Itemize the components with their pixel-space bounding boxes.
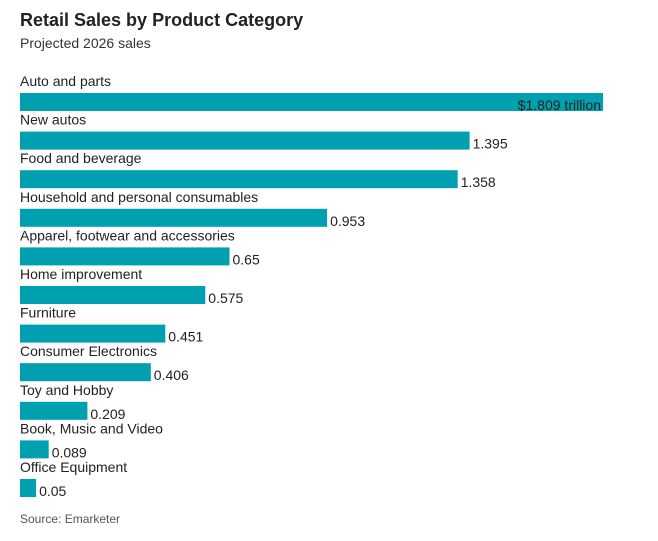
category-label-food-and-beverage: Food and beverage bbox=[20, 150, 142, 166]
bar-furniture bbox=[20, 324, 166, 343]
value-label-auto-and-parts: $1.809 trillion bbox=[518, 97, 601, 113]
category-label-book-music-and-video: Book, Music and Video bbox=[20, 420, 163, 436]
value-label-new-autos: 1.395 bbox=[473, 136, 508, 152]
category-label-home-improvement: Home improvement bbox=[20, 266, 142, 282]
category-label-apparel-footwear-and-accessories: Apparel, footwear and accessories bbox=[20, 227, 235, 243]
value-label-apparel-footwear-and-accessories: 0.65 bbox=[233, 251, 260, 267]
bar-food-and-beverage bbox=[20, 170, 458, 189]
chart-subtitle: Projected 2026 sales bbox=[20, 35, 151, 51]
value-label-home-improvement: 0.575 bbox=[208, 290, 243, 306]
value-label-food-and-beverage: 1.358 bbox=[461, 174, 496, 190]
chart-title: Retail Sales by Product Category bbox=[20, 10, 304, 30]
category-label-household-and-personal-consumables: Household and personal consumables bbox=[20, 189, 258, 205]
category-label-furniture: Furniture bbox=[20, 305, 76, 321]
bar-toy-and-hobby bbox=[20, 401, 88, 420]
category-label-auto-and-parts: Auto and parts bbox=[20, 73, 111, 89]
bar-auto-and-parts bbox=[20, 93, 603, 111]
category-label-toy-and-hobby: Toy and Hobby bbox=[20, 382, 113, 398]
value-label-toy-and-hobby: 0.209 bbox=[90, 406, 125, 422]
value-label-household-and-personal-consumables: 0.953 bbox=[330, 213, 365, 229]
bar-book-music-and-video bbox=[20, 440, 49, 459]
bar-apparel-footwear-and-accessories bbox=[20, 247, 230, 266]
bar-new-autos bbox=[20, 131, 470, 150]
value-label-book-music-and-video: 0.089 bbox=[52, 444, 87, 460]
category-label-new-autos: New autos bbox=[20, 112, 86, 128]
category-label-consumer-electronics: Consumer Electronics bbox=[20, 343, 157, 359]
source-note: Source: Emarketer bbox=[20, 512, 121, 526]
bar-office-equipment bbox=[20, 479, 37, 497]
bar-household-and-personal-consumables bbox=[20, 208, 328, 227]
value-label-consumer-electronics: 0.406 bbox=[154, 367, 189, 383]
value-label-furniture: 0.451 bbox=[168, 329, 203, 345]
bar-consumer-electronics bbox=[20, 363, 151, 382]
category-label-office-equipment: Office Equipment bbox=[20, 459, 127, 475]
value-label-office-equipment: 0.05 bbox=[39, 483, 66, 499]
bar-home-improvement bbox=[20, 286, 206, 304]
